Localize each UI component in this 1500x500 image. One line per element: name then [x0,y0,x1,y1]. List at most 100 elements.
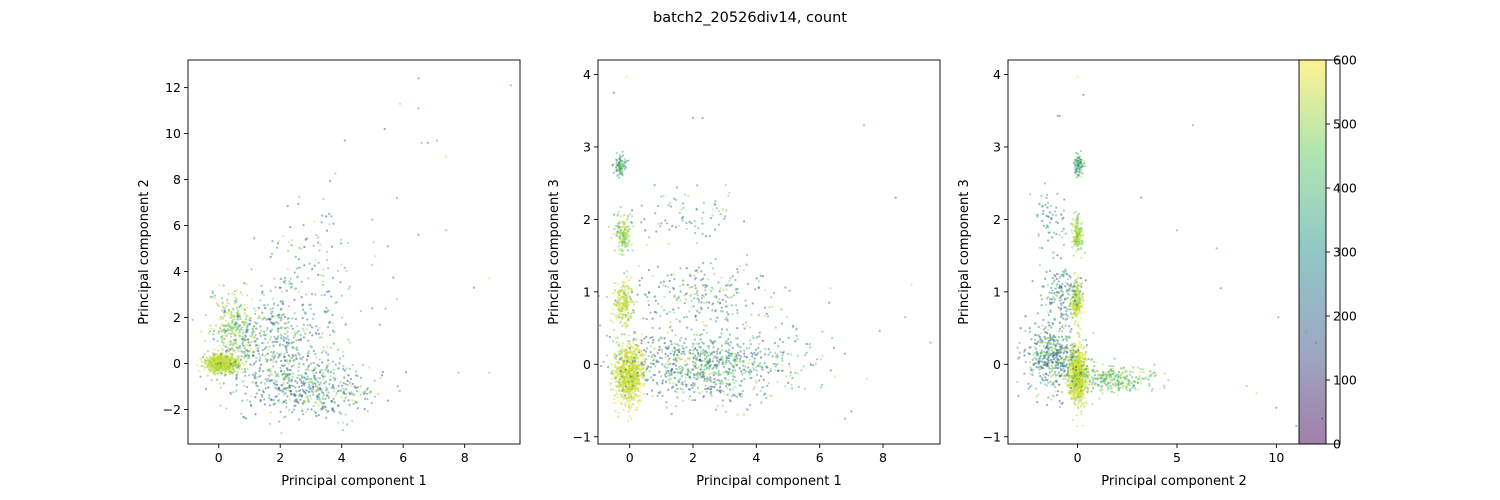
scatter-point [209,369,212,372]
scatter-point [242,344,245,347]
scatter-point [270,252,274,255]
scatter-point [332,342,336,345]
scatter-point [685,227,688,230]
scatter-point [212,338,216,341]
scatter-point [716,350,719,353]
scatter-point [329,378,332,381]
scatter-point [270,312,273,315]
scatter-point [317,386,320,389]
scatter-point [758,335,761,338]
scatter-point [369,389,372,393]
scatter-point [621,160,624,163]
scatter-point [633,364,636,367]
scatter-point [629,396,633,399]
scatter-point [642,358,646,361]
scatter-point [712,208,715,211]
scatter-point [764,314,767,317]
scatter-point [682,350,686,353]
scatter-point [271,314,274,317]
scatter-point [325,215,328,218]
scatter-point [300,384,303,387]
scatter-point [721,399,725,402]
scatter-point [225,304,228,308]
scatter-point [234,350,237,353]
scatter-point [622,165,625,168]
scatter-point [216,378,219,381]
scatter-point [296,275,299,278]
scatter-point [619,164,622,167]
scatter-point [781,359,784,362]
scatter-point [404,371,408,374]
scatter-point [700,270,703,273]
scatter-point [668,381,672,384]
scatter-point [287,249,290,253]
scatter-point [653,295,656,298]
scatter-point [714,200,717,203]
scatter-point [645,244,648,247]
scatter-point [297,246,301,249]
scatter-point [647,299,650,303]
scatter-point [814,362,818,365]
scatter-point [692,382,695,385]
scatter-point [619,252,622,256]
scatter-point [291,375,294,378]
scatter-point [709,318,712,321]
scatter-point [211,361,214,364]
scatter-point [715,207,718,210]
scatter-point [758,342,761,345]
scatter-point [729,400,732,403]
scatter-point [678,211,681,214]
scatter-point [719,385,722,389]
scatter-point [665,380,668,383]
scatter-point [748,373,751,376]
scatter-point [284,315,287,319]
scatter-point [629,298,632,301]
scatter-point [634,367,637,370]
scatter-point [288,280,291,283]
scatter-point [613,291,616,294]
scatter-point [696,309,699,312]
scatter-point [630,287,633,290]
scatter-point [805,342,808,346]
scatter-point [286,317,289,320]
scatter-point [620,366,623,369]
scatter-point [327,369,330,372]
scatter-point [674,390,677,393]
scatter-point [728,361,732,364]
scatter-point [661,305,664,308]
scatter-point [285,349,288,352]
scatter-point [696,294,699,297]
scatter-point [310,293,314,296]
scatter-point [267,348,270,351]
scatter-point [345,388,348,391]
scatter-point [275,321,278,324]
scatter-point [282,235,285,238]
scatter-point [620,384,623,387]
scatter-point [709,339,712,342]
scatter-point [651,326,654,329]
scatter-point [733,375,736,379]
scatter-point [243,282,246,285]
scatter-point [353,400,356,403]
scatter-point [690,305,693,308]
scatter-point [286,330,289,333]
scatter-point [351,419,354,422]
scatter-point [808,343,811,346]
scatter-point [637,402,640,405]
scatter-point [334,394,337,398]
scatter-point [614,299,617,302]
scatter-point [273,379,276,382]
scatter-point [691,386,694,389]
scatter-point [197,370,200,373]
scatter-point [713,340,716,343]
scatter-point [315,234,318,237]
scatter-point [719,351,722,354]
scatter-point [356,386,359,389]
scatter-point [263,307,267,310]
scatter-point [773,341,777,345]
scatter-point [266,359,270,362]
scatter-point [641,376,644,379]
scatter-point [630,405,633,408]
scatter-point [649,351,652,354]
scatter-point [723,217,726,220]
